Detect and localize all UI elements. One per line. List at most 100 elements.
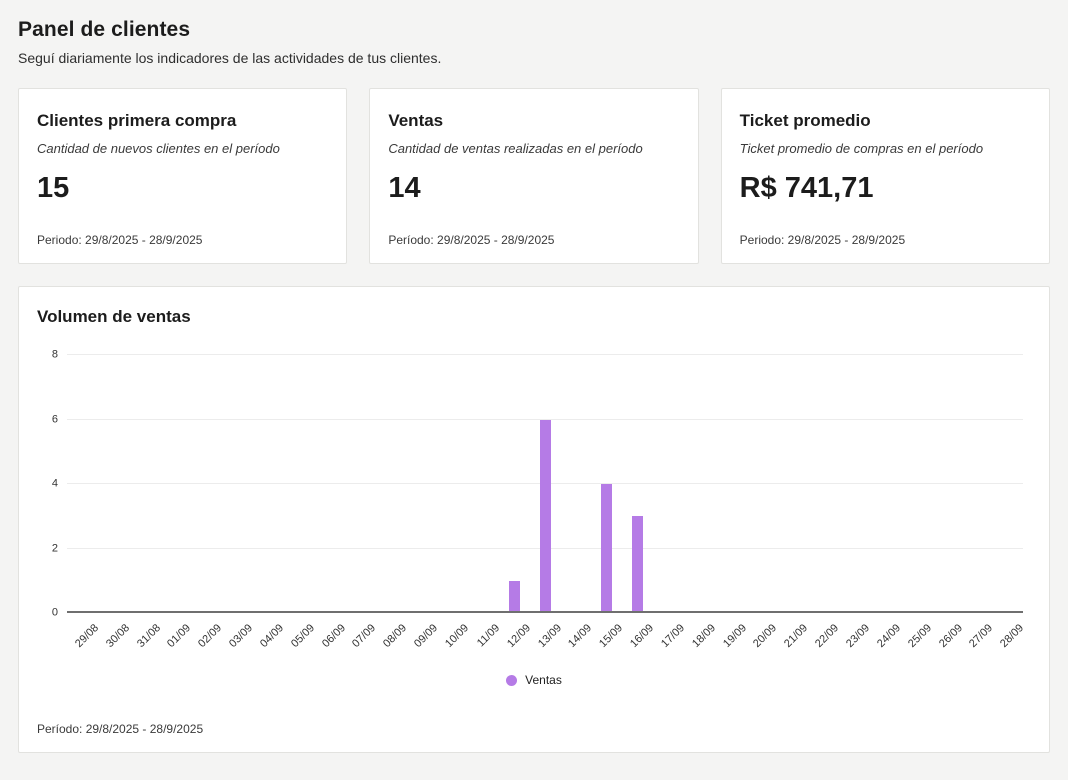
- x-tick-label: 25/09: [905, 622, 934, 650]
- bar-column: [67, 355, 98, 613]
- bar-column: [252, 355, 283, 613]
- card-ticket-promedio: Ticket promedio Ticket promedio de compr…: [720, 88, 1050, 264]
- x-tick: 30/08: [98, 613, 132, 671]
- chart-title: Volumen de ventas: [37, 307, 191, 326]
- card-period: Periodo: 29/8/2025 - 28/9/2025: [37, 233, 203, 247]
- x-tick: 27/09: [961, 613, 995, 671]
- card-value: 14: [388, 172, 421, 204]
- x-tick: 06/09: [314, 613, 348, 671]
- x-tick-label: 16/09: [628, 622, 657, 650]
- x-tick-label: 10/09: [443, 622, 472, 650]
- x-tick: 02/09: [190, 613, 225, 671]
- chart-legend: Ventas: [37, 673, 1031, 687]
- bar-13/09: [539, 419, 551, 613]
- x-tick: 08/09: [375, 613, 409, 671]
- y-tick-label: 6: [51, 413, 58, 425]
- bar-column: [715, 355, 746, 613]
- bar-column: [98, 355, 129, 613]
- x-tick: 11/09: [468, 613, 501, 671]
- y-axis: 0 2 4 6 8: [39, 349, 67, 618]
- x-tick: 03/09: [221, 613, 255, 671]
- x-tick: 18/09: [684, 613, 718, 671]
- x-axis-line: [67, 611, 1023, 613]
- bar-column: [838, 355, 869, 613]
- bar-column: [530, 355, 561, 613]
- card-description: Cantidad de nuevos clientes en el períod…: [37, 141, 280, 156]
- x-tick-label: 13/09: [535, 622, 564, 650]
- x-tick-label: 01/09: [165, 622, 194, 650]
- legend-label-ventas: Ventas: [525, 673, 562, 687]
- bar-column: [314, 355, 345, 613]
- card-title: Ticket promedio: [739, 111, 871, 130]
- card-value: R$ 741,71: [739, 172, 874, 204]
- card-period: Período: 29/8/2025 - 28/9/2025: [388, 233, 555, 247]
- bar-column: [375, 355, 406, 613]
- x-tick: 10/09: [437, 613, 472, 671]
- bar-column: [900, 355, 931, 613]
- page-subtitle: Seguí diariamente los indicadores de las…: [18, 50, 442, 66]
- x-tick-label: 17/09: [658, 622, 687, 650]
- x-tick: 25/09: [900, 613, 934, 671]
- x-tick: 19/09: [715, 613, 749, 671]
- bar-column: [468, 355, 499, 613]
- bar-column: [869, 355, 900, 613]
- bar-column: [931, 355, 962, 613]
- x-tick: 04/09: [252, 613, 286, 671]
- card-ventas: Ventas Cantidad de ventas realizadas en …: [369, 88, 699, 264]
- x-tick: 09/09: [406, 613, 440, 671]
- page-title: Panel de clientes: [18, 18, 191, 41]
- gridline: [67, 418, 1023, 420]
- card-period: Periodo: 29/8/2025 - 28/9/2025: [739, 233, 906, 247]
- x-tick-label: 29/08: [72, 622, 101, 650]
- x-tick-label: 15/09: [597, 622, 626, 650]
- x-tick-label: 26/09: [936, 622, 965, 650]
- x-tick: 14/09: [561, 613, 595, 671]
- x-tick-label: 22/09: [813, 622, 842, 650]
- x-tick-label: 20/09: [751, 622, 780, 650]
- x-tick: 21/09: [776, 613, 810, 671]
- bar-column: [283, 355, 314, 613]
- x-tick-label: 19/09: [720, 622, 749, 650]
- kpi-cards-row: Clientes primera compra Cantidad de nuev…: [18, 88, 1050, 264]
- chart-area: 0 2 4 6 8 29/08 30/08 31/08 01/09 02/09 03/09 04/0…: [37, 349, 1031, 671]
- chart-period: Período: 29/8/2025 - 28/9/2025: [37, 722, 204, 736]
- bar-16/09: [632, 516, 644, 613]
- x-tick-label: 12/09: [504, 622, 533, 650]
- x-tick: 17/09: [653, 613, 687, 671]
- bar-column: [807, 355, 838, 613]
- bars-row: [67, 355, 1023, 613]
- x-tick-label: 07/09: [350, 622, 379, 650]
- card-description: Ticket promedio de compras en el período: [739, 141, 984, 156]
- bar-15/09: [601, 484, 613, 613]
- x-tick: 01/09: [160, 613, 194, 671]
- page-header: Panel de clientes Seguí diariamente los …: [18, 18, 1050, 66]
- chart-plot: [67, 354, 1023, 613]
- y-tick-label: 2: [51, 542, 58, 554]
- x-tick: 20/09: [746, 613, 780, 671]
- bar-column: [190, 355, 221, 613]
- card-title: Ventas: [388, 111, 444, 130]
- x-tick-label: 02/09: [196, 622, 225, 650]
- x-tick-label: 14/09: [566, 622, 595, 650]
- x-tick-label: 05/09: [288, 622, 317, 650]
- gridline: [67, 354, 1023, 355]
- bar-column: [160, 355, 191, 613]
- bar-column: [499, 355, 530, 613]
- bar-12/09: [508, 580, 520, 613]
- y-tick-label: 0: [51, 606, 58, 619]
- x-tick: 22/09: [807, 613, 842, 671]
- card-value: 15: [37, 172, 70, 204]
- x-tick: 26/09: [931, 613, 965, 671]
- bar-column: [221, 355, 252, 613]
- x-tick-label: 30/08: [103, 622, 132, 650]
- x-tick-label: 18/09: [689, 622, 718, 650]
- y-tick-label: 4: [51, 477, 58, 490]
- x-tick-label: 24/09: [874, 622, 903, 650]
- card-clientes-primera-compra: Clientes primera compra Cantidad de nuev…: [18, 88, 348, 264]
- x-tick: 13/09: [530, 613, 564, 671]
- bar-column: [591, 355, 622, 613]
- legend-dot-ventas: [506, 674, 518, 686]
- card-description: Cantidad de ventas realizadas en el perí…: [388, 141, 643, 156]
- x-tick: 31/08: [129, 613, 163, 671]
